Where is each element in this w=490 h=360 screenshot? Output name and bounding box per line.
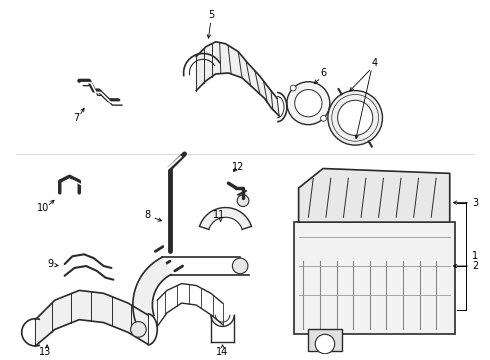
Text: 7: 7 bbox=[73, 113, 79, 123]
Polygon shape bbox=[196, 42, 279, 116]
Text: 6: 6 bbox=[320, 68, 326, 78]
Polygon shape bbox=[133, 257, 171, 321]
Text: 11: 11 bbox=[213, 210, 225, 220]
Circle shape bbox=[131, 321, 146, 337]
Circle shape bbox=[232, 258, 248, 274]
Bar bbox=[294, 222, 455, 334]
Polygon shape bbox=[35, 291, 147, 346]
Circle shape bbox=[315, 334, 335, 354]
Circle shape bbox=[294, 90, 322, 117]
Text: 1: 1 bbox=[472, 251, 478, 261]
Circle shape bbox=[320, 116, 326, 121]
Circle shape bbox=[290, 85, 296, 91]
Text: 12: 12 bbox=[232, 162, 245, 172]
Circle shape bbox=[338, 100, 373, 135]
Circle shape bbox=[237, 195, 249, 207]
Text: 2: 2 bbox=[472, 261, 478, 271]
Polygon shape bbox=[298, 168, 450, 222]
Text: 5: 5 bbox=[208, 10, 214, 21]
Text: 13: 13 bbox=[39, 347, 51, 357]
Text: 3: 3 bbox=[472, 198, 478, 208]
Circle shape bbox=[328, 90, 383, 145]
Bar bbox=[308, 329, 343, 351]
Circle shape bbox=[287, 82, 330, 125]
Text: 14: 14 bbox=[217, 347, 229, 357]
Text: 9: 9 bbox=[47, 259, 53, 269]
Text: 4: 4 bbox=[371, 58, 378, 68]
Polygon shape bbox=[199, 208, 251, 229]
Text: 10: 10 bbox=[37, 203, 49, 212]
Text: 8: 8 bbox=[145, 210, 150, 220]
